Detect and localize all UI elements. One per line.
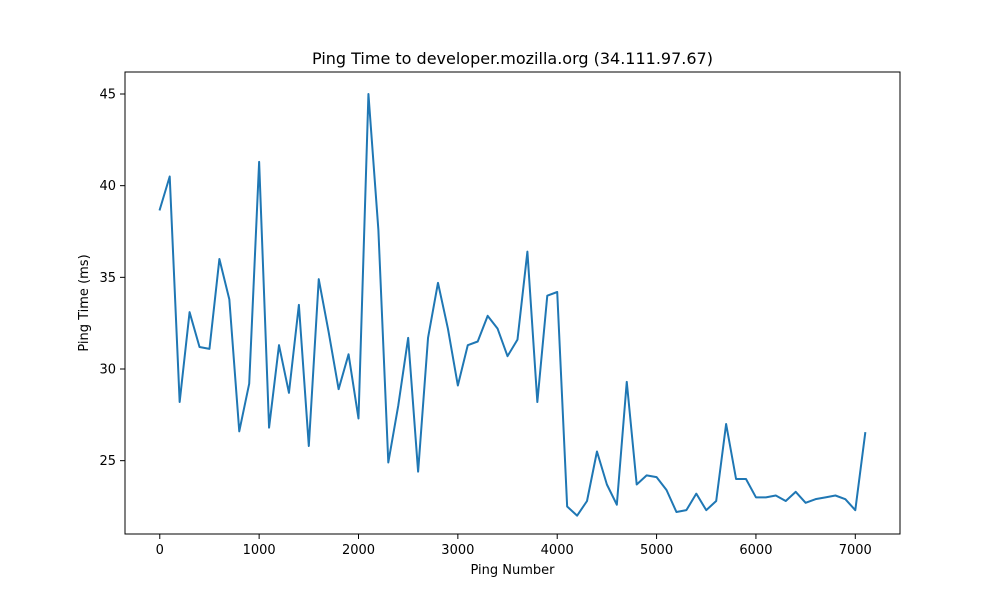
y-axis-label: Ping Time (ms) (77, 254, 92, 351)
x-tick-label: 2000 (342, 543, 375, 558)
x-tick-label: 6000 (739, 543, 772, 558)
axes-frame (124, 71, 901, 535)
x-axis-ticks: 0 1000 2000 3000 4000 5000 6000 7000 (156, 534, 872, 558)
y-tick-label: 45 (99, 88, 116, 103)
x-axis-label: Ping Number (470, 563, 555, 578)
chart-title: Ping Time to developer.mozilla.org (34.1… (312, 49, 713, 68)
x-tick-label: 3000 (441, 543, 474, 558)
plot-area (158, 93, 867, 517)
y-tick-label: 25 (99, 454, 116, 469)
y-tick-label: 35 (99, 271, 116, 286)
series-line-0 (158, 93, 867, 517)
x-tick-label: 7000 (839, 543, 872, 558)
y-tick-label: 30 (99, 363, 116, 378)
y-axis-ticks: 25 30 35 40 45 (99, 88, 125, 469)
x-tick-label: 0 (156, 543, 164, 558)
x-tick-label: 1000 (243, 543, 276, 558)
x-tick-label: 4000 (541, 543, 574, 558)
x-tick-label: 5000 (640, 543, 673, 558)
y-tick-label: 40 (99, 179, 116, 194)
